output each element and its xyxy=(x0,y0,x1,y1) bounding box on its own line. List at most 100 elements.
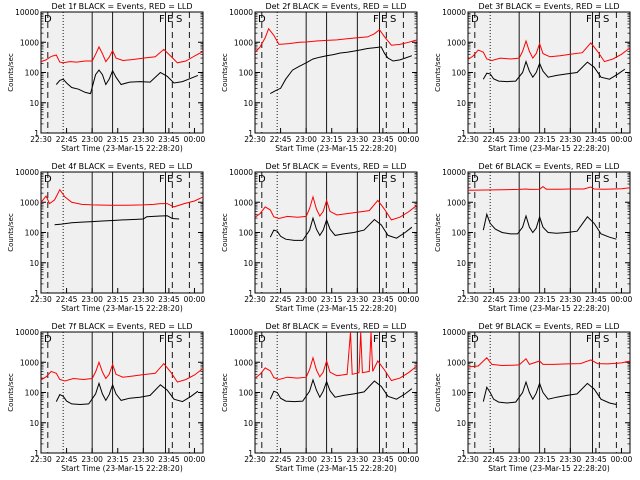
series-line-lld xyxy=(254,27,418,53)
y-axis-label: Counts/sec xyxy=(221,373,229,412)
y-tick-label: 1000 xyxy=(447,198,466,207)
y-tick-label: 10 xyxy=(243,99,253,108)
y-tick-label: 1000 xyxy=(234,358,253,367)
x-tick-label: 23:45 xyxy=(372,455,394,464)
panel-det-1: Det 1f BLACK = Events, RED = LLD D F E S 1 10 1… xyxy=(7,2,206,153)
y-tick-label: 10000 xyxy=(442,8,466,17)
x-tick-label: 23:00 xyxy=(508,135,530,144)
series-line-events xyxy=(482,60,626,83)
x-tick-label: 23:30 xyxy=(133,295,155,304)
flag-label: F xyxy=(373,14,379,25)
x-tick-label: 23:45 xyxy=(372,135,394,144)
y-tick-label: 10 xyxy=(456,419,466,428)
y-tick-label: 100 xyxy=(25,69,40,78)
x-axis-label: Start Time (23-Mar-15 22:28:20) xyxy=(488,304,610,313)
y-tick-label: 10 xyxy=(456,99,466,108)
panel-det-4: Det 4f BLACK = Events, RED = LLD D F E S 1 10 1… xyxy=(7,162,206,313)
y-tick-label: 1 xyxy=(248,449,253,458)
x-tick-label: 23:15 xyxy=(321,135,343,144)
x-tick-label: 23:30 xyxy=(347,455,369,464)
panel-title: Det 5f BLACK = Events, RED = LLD xyxy=(265,162,406,171)
y-tick-label: 1 xyxy=(34,129,39,138)
x-tick-label: 23:45 xyxy=(158,295,180,304)
y-axis-label: Counts/sec xyxy=(434,213,442,252)
x-tick-label: 23:45 xyxy=(158,455,180,464)
y-tick-label: 100 xyxy=(239,389,254,398)
flag-label: E xyxy=(594,334,600,345)
x-tick-label: 00:00 xyxy=(184,295,206,304)
x-tick-label: 22:30 xyxy=(244,455,266,464)
y-tick-label: 10 xyxy=(243,259,253,268)
panel-det-6: Det 6f BLACK = Events, RED = LLD D F E S 1 10 1… xyxy=(434,162,633,313)
y-axis-label: Counts/sec xyxy=(7,373,15,412)
flag-label: F xyxy=(373,334,379,345)
series-line-events xyxy=(269,216,413,241)
y-tick-label: 100 xyxy=(239,69,254,78)
y-axis-label: Counts/sec xyxy=(434,373,442,412)
y-tick-label: 10000 xyxy=(229,168,253,177)
flag-label: E xyxy=(381,334,387,345)
x-axis-label: Start Time (23-Mar-15 22:28:20) xyxy=(275,464,397,473)
y-axis-label: Counts/sec xyxy=(221,53,229,92)
flag-label: F xyxy=(159,14,165,25)
x-tick-label: 22:45 xyxy=(270,135,292,144)
x-tick-label: 00:00 xyxy=(611,295,633,304)
y-axis-label: Counts/sec xyxy=(221,213,229,252)
x-tick-label: 22:45 xyxy=(56,455,78,464)
x-tick-label: 23:15 xyxy=(107,455,129,464)
series-line-events xyxy=(270,46,413,95)
x-tick-label: 23:45 xyxy=(372,295,394,304)
plot-area xyxy=(254,331,418,454)
x-tick-label: 23:30 xyxy=(347,135,369,144)
plot-area xyxy=(467,11,631,134)
panel-title: Det 6f BLACK = Events, RED = LLD xyxy=(478,162,619,171)
y-tick-label: 1 xyxy=(461,289,466,298)
x-axis-label: Start Time (23-Mar-15 22:28:20) xyxy=(275,144,397,153)
flag-label: F xyxy=(586,14,592,25)
x-tick-label: 23:00 xyxy=(508,455,530,464)
series-line-lld xyxy=(40,188,204,208)
y-tick-label: 10 xyxy=(29,419,39,428)
flag-label: S xyxy=(390,174,396,185)
x-axis-label: Start Time (23-Mar-15 22:28:20) xyxy=(488,464,610,473)
series-line-events xyxy=(55,381,199,406)
x-tick-label: 22:30 xyxy=(30,135,52,144)
flag-label: S xyxy=(176,14,182,25)
y-tick-label: 100 xyxy=(452,229,467,238)
flag-label: E xyxy=(167,334,173,345)
panel-title: Det 4f BLACK = Events, RED = LLD xyxy=(51,162,192,171)
series-line-lld xyxy=(40,45,204,64)
flag-label: S xyxy=(390,14,396,25)
plot-area xyxy=(40,331,204,454)
x-tick-label: 00:00 xyxy=(398,135,420,144)
y-tick-label: 1 xyxy=(34,289,39,298)
x-tick-label: 23:30 xyxy=(560,295,582,304)
flag-label: S xyxy=(176,174,182,185)
y-tick-label: 10 xyxy=(29,259,39,268)
x-tick-label: 22:30 xyxy=(244,135,266,144)
x-tick-label: 23:30 xyxy=(560,455,582,464)
flag-label: D xyxy=(258,174,266,185)
x-tick-label: 22:45 xyxy=(56,135,78,144)
flag-label: S xyxy=(603,334,609,345)
x-tick-label: 23:45 xyxy=(585,455,607,464)
y-tick-label: 1000 xyxy=(20,198,39,207)
flag-label: E xyxy=(594,14,600,25)
series-line-lld xyxy=(467,185,631,191)
y-tick-label: 100 xyxy=(239,229,254,238)
y-tick-label: 1000 xyxy=(447,38,466,47)
x-axis-label: Start Time (23-Mar-15 22:28:20) xyxy=(61,464,183,473)
x-tick-label: 23:00 xyxy=(508,295,530,304)
x-tick-label: 22:45 xyxy=(270,455,292,464)
flag-label: D xyxy=(258,14,266,25)
x-tick-label: 23:15 xyxy=(534,135,556,144)
flag-label: D xyxy=(471,14,479,25)
x-tick-label: 23:00 xyxy=(81,135,103,144)
x-tick-label: 22:30 xyxy=(30,295,52,304)
y-tick-label: 10 xyxy=(243,419,253,428)
flag-label: E xyxy=(381,14,387,25)
x-tick-label: 23:15 xyxy=(321,455,343,464)
series-line-lld xyxy=(467,39,631,63)
x-axis-label: Start Time (23-Mar-15 22:28:20) xyxy=(61,304,183,313)
